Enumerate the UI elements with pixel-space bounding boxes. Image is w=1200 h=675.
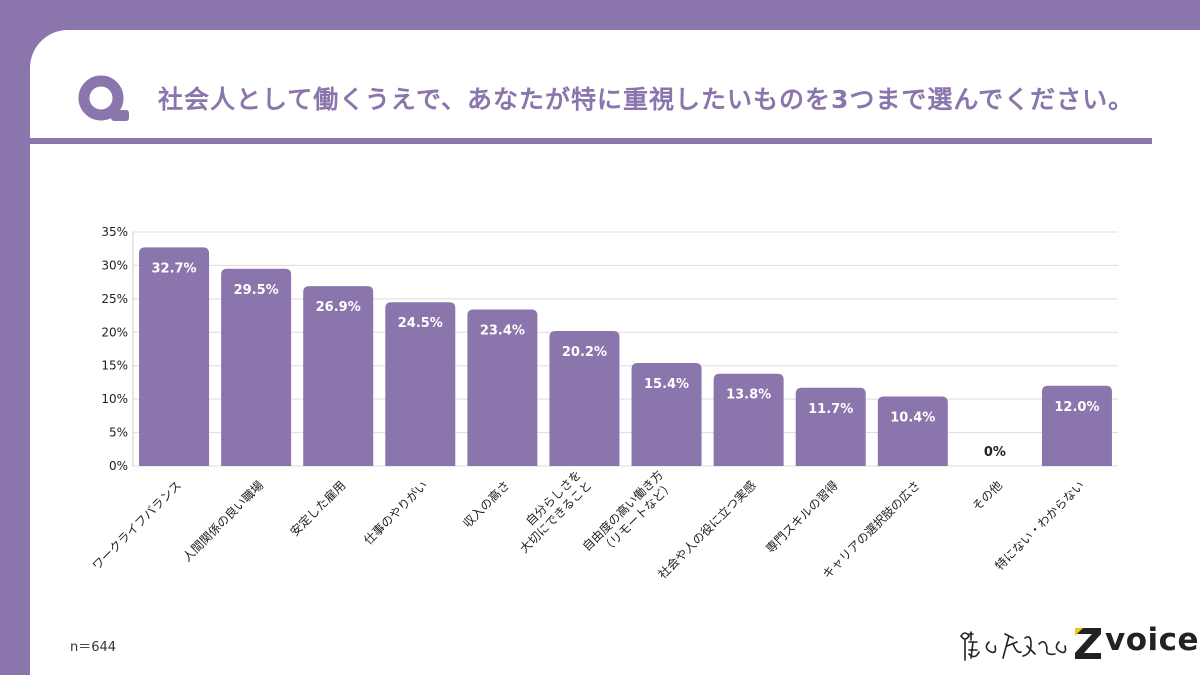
bar — [139, 247, 210, 466]
data-label: 23.4% — [480, 324, 525, 339]
header-divider — [30, 138, 1152, 144]
category-label: 収入の高さ — [459, 478, 512, 531]
category-label: 専門スキルの習得 — [762, 478, 840, 556]
y-tick-label: 35% — [101, 225, 128, 239]
brand-name: voice — [1105, 622, 1200, 658]
category-label: 特にない・わからない — [992, 478, 1087, 573]
y-tick-label: 15% — [101, 359, 128, 373]
bar — [877, 396, 948, 466]
category-label: 安定した雇用 — [287, 478, 349, 540]
bar — [303, 286, 374, 466]
data-label: 11.7% — [808, 402, 853, 417]
category-label-line: 安定した雇用 — [287, 478, 349, 540]
data-label: 24.5% — [398, 316, 443, 331]
category-label-line: その他 — [970, 478, 1005, 513]
bar — [795, 387, 866, 466]
bar — [713, 373, 784, 466]
data-label: 29.5% — [234, 283, 279, 298]
q-letter-icon — [78, 75, 129, 121]
bar — [467, 309, 538, 466]
data-label: 15.4% — [644, 377, 689, 392]
bar-chart: 0% 5% 10% 15% 20% 25% 30% 35% 32.7% ワークライフバランス 29.… — [90, 225, 1118, 581]
brand-logo: voice — [955, 622, 1199, 670]
data-label: 20.2% — [562, 345, 607, 360]
category-label-line: 仕事のやりがい — [360, 478, 430, 548]
bar — [631, 363, 702, 466]
survey-question: 社会人として働くうえで、あなたが特に重視したいものを3つまで選んでください。 — [158, 85, 1135, 114]
sample-size: n＝644 — [70, 640, 117, 655]
category-label: 自由度の高い働き方（リモートなど） — [579, 467, 677, 556]
y-tick-label: 5% — [109, 426, 128, 440]
data-label: 10.4% — [890, 410, 935, 425]
y-tick-label: 20% — [101, 325, 128, 339]
category-label-line: 人間関係の良い職場 — [179, 478, 266, 565]
category-label-line: 収入の高さ — [459, 478, 512, 531]
category-label: その他 — [970, 478, 1005, 513]
bar — [221, 268, 292, 466]
bar — [1041, 385, 1112, 466]
data-label: 32.7% — [151, 261, 196, 276]
category-label-line: 特にない・わからない — [992, 478, 1087, 573]
data-label: 12.0% — [1054, 400, 1099, 415]
category-label: 人間関係の良い職場 — [179, 478, 266, 565]
content-card: 社会人として働くうえで、あなたが特に重視したいものを3つまで選んでください。 0… — [30, 30, 1200, 675]
z-mark-icon — [1075, 628, 1101, 659]
y-tick-label: 30% — [101, 258, 128, 272]
category-label-line: 専門スキルの習得 — [762, 478, 840, 556]
data-label: 0% — [984, 445, 1006, 460]
y-tick-label: 0% — [109, 459, 128, 473]
data-label: 13.8% — [726, 388, 771, 403]
category-label: 仕事のやりがい — [360, 478, 430, 548]
handwritten-brand-logo — [960, 631, 1067, 661]
category-label: ワークライフバランス — [90, 478, 185, 573]
y-tick-label: 10% — [101, 392, 128, 406]
bar — [385, 302, 456, 466]
data-label: 26.9% — [316, 300, 361, 315]
category-label-line: ワークライフバランス — [90, 478, 185, 573]
bar — [549, 330, 620, 466]
y-tick-label: 25% — [101, 292, 128, 306]
